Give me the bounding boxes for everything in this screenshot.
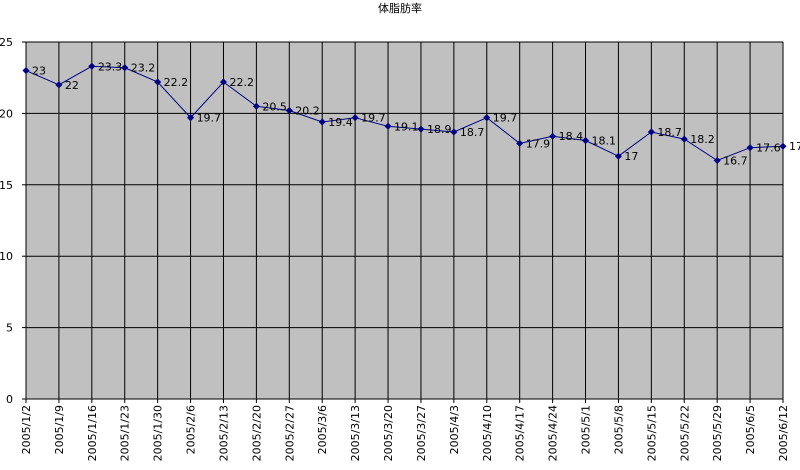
x-tick-label: 2005/1/2 (20, 405, 33, 454)
data-label: 18.4 (559, 130, 584, 143)
data-point (219, 78, 228, 86)
data-point (285, 107, 293, 115)
plot-area (25, 41, 784, 400)
x-tick-label: 2005/5/8 (612, 405, 625, 454)
data-point (483, 114, 491, 122)
data-label: 18.7 (460, 126, 485, 139)
y-tick-label: 15 (0, 179, 13, 192)
x-tick-label: 2005/2/20 (250, 405, 263, 461)
data-label: 19.7 (493, 112, 517, 125)
x-tick-label: 2005/2/27 (283, 405, 296, 461)
data-label: 23 (32, 65, 46, 78)
data-label: 19.7 (197, 112, 222, 125)
data-label: 18.1 (592, 135, 617, 148)
data-point (351, 114, 359, 122)
data-label: 16.7 (723, 155, 748, 168)
x-tick-label: 2005/1/23 (119, 405, 132, 461)
data-label: 19.7 (361, 112, 386, 125)
data-point (614, 152, 622, 160)
data-label: 18.2 (690, 133, 715, 146)
data-label: 18.7 (657, 126, 682, 139)
data-point (713, 156, 721, 165)
x-tick-label: 2005/6/5 (744, 405, 757, 454)
data-point (746, 144, 754, 152)
data-point (647, 128, 655, 136)
chart-title: 体脂肪率 (378, 1, 422, 15)
x-tick-label: 2005/2/13 (217, 405, 230, 461)
data-label: 22.2 (164, 76, 189, 89)
data-label: 20.2 (295, 105, 320, 118)
x-tick-label: 2005/4/17 (514, 405, 527, 461)
data-label: 22 (65, 79, 79, 92)
x-tick-label: 2005/4/10 (481, 405, 494, 461)
data-point (680, 135, 688, 143)
data-point (417, 125, 425, 133)
data-label: 22.2 (229, 76, 254, 89)
x-tick-label: 2005/5/22 (678, 405, 691, 461)
data-label: 19.4 (328, 116, 353, 129)
x-tick-label: 2005/4/3 (448, 405, 461, 454)
data-label: 23.3 (98, 60, 123, 73)
x-tick-label: 2005/1/16 (86, 405, 99, 461)
data-point (581, 136, 590, 145)
x-tick-label: 2005/3/20 (382, 405, 395, 461)
x-tick-label: 2005/1/9 (53, 405, 66, 454)
data-point (121, 64, 129, 72)
x-tick-label: 2005/3/6 (316, 405, 329, 454)
x-tick-label: 2005/4/24 (547, 405, 560, 461)
x-tick-label: 2005/2/6 (185, 405, 198, 454)
data-label: 23.2 (131, 62, 156, 75)
data-point (450, 128, 458, 136)
data-point (187, 114, 195, 122)
data-point (516, 139, 524, 147)
data-label: 18.9 (427, 123, 452, 136)
x-tick-label: 2005/5/1 (580, 405, 593, 454)
y-tick-label: 10 (0, 250, 13, 263)
data-point (384, 122, 392, 130)
y-tick-label: 20 (0, 107, 13, 120)
series-line (25, 65, 784, 162)
y-tick-label: 25 (0, 36, 13, 49)
x-tick-label: 2005/5/15 (645, 405, 658, 461)
data-point (154, 78, 162, 86)
x-tick-label: 2005/3/27 (415, 405, 428, 461)
x-tick-label: 2005/5/29 (711, 405, 724, 461)
data-point (779, 142, 787, 150)
data-label: 17.6 (756, 142, 781, 155)
data-point (318, 118, 326, 126)
y-tick-label: 5 (6, 322, 13, 335)
data-label: 19.1 (394, 120, 419, 133)
y-tick-label: 0 (6, 393, 13, 406)
data-label: 17 (624, 150, 638, 163)
x-tick-label: 2005/1/30 (152, 405, 165, 461)
data-point (549, 132, 557, 140)
data-label: 17.9 (526, 137, 551, 150)
data-label: 20.5 (262, 100, 287, 113)
x-tick-label: 2005/6/12 (777, 405, 790, 461)
x-tick-label: 2005/3/13 (349, 405, 362, 461)
data-label: 17.7 (789, 140, 800, 153)
